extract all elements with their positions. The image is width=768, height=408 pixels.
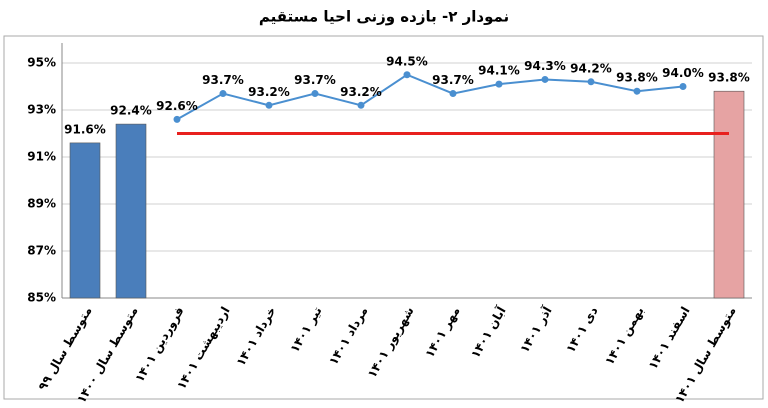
point bbox=[679, 83, 687, 90]
bar bbox=[115, 123, 147, 299]
data-label: 92.6% bbox=[156, 99, 198, 113]
y-tick-label: 87% bbox=[27, 244, 56, 258]
x-tick-label: شهریور ۱۴۰۱ bbox=[365, 304, 418, 380]
y-tick-label: 85% bbox=[27, 291, 56, 305]
point bbox=[265, 101, 273, 109]
data-label: 93.2% bbox=[340, 85, 382, 99]
bar bbox=[713, 90, 745, 299]
chart-border bbox=[3, 35, 764, 400]
y-tick-label: 91% bbox=[27, 150, 56, 164]
data-label: 94.3% bbox=[524, 59, 566, 73]
data-label: 94.1% bbox=[478, 64, 520, 78]
x-tick-label: آبان ۱۴۰۱ bbox=[467, 303, 509, 360]
x-tick-label: خرداد ۱۴۰۱ bbox=[233, 304, 278, 368]
point bbox=[541, 75, 549, 83]
point bbox=[311, 90, 319, 98]
data-label: 94.5% bbox=[386, 54, 428, 68]
point bbox=[219, 90, 227, 98]
point bbox=[633, 87, 641, 95]
point bbox=[587, 78, 595, 86]
bar bbox=[69, 142, 101, 299]
data-label: 94.0% bbox=[662, 66, 704, 80]
x-tick-label: آذر ۱۴۰۱ bbox=[516, 303, 555, 355]
point bbox=[173, 115, 181, 123]
data-label: 93.2% bbox=[248, 85, 290, 99]
data-label: 94.2% bbox=[570, 61, 612, 75]
y-tick-label: 89% bbox=[27, 197, 56, 211]
line bbox=[176, 73, 684, 121]
x-tick-label: اسفند ۱۴۰۱ bbox=[646, 304, 693, 372]
data-label: 93.8% bbox=[616, 71, 658, 85]
x-tick-label: تیر ۱۴۰۱ bbox=[287, 304, 324, 355]
y-tick-label: 93% bbox=[27, 103, 56, 117]
x-tick-label: بهمن ۱۴۰۱ bbox=[602, 304, 646, 367]
point bbox=[357, 101, 365, 109]
x-tick-label: دی ۱۴۰۱ bbox=[563, 304, 600, 355]
data-label: 93.8% bbox=[708, 71, 750, 85]
x-tick-label: مرداد ۱۴۰۱ bbox=[326, 304, 371, 367]
y-tick-label: 95% bbox=[27, 56, 56, 70]
x-tick-label: فروردین ۱۴۰۱ bbox=[132, 304, 187, 385]
data-label: 91.6% bbox=[64, 122, 106, 136]
x-tick-label: مهر ۱۴۰۱ bbox=[422, 304, 462, 360]
point bbox=[495, 80, 503, 88]
data-label: 93.7% bbox=[202, 73, 244, 87]
data-label: 93.7% bbox=[294, 73, 336, 87]
data-label: 92.4% bbox=[110, 104, 152, 118]
data-label: 93.7% bbox=[432, 73, 474, 87]
chart-title: نمودار ۲- بازده وزنی احیا مستقیم bbox=[259, 8, 509, 26]
point bbox=[403, 71, 411, 79]
point bbox=[449, 90, 457, 98]
